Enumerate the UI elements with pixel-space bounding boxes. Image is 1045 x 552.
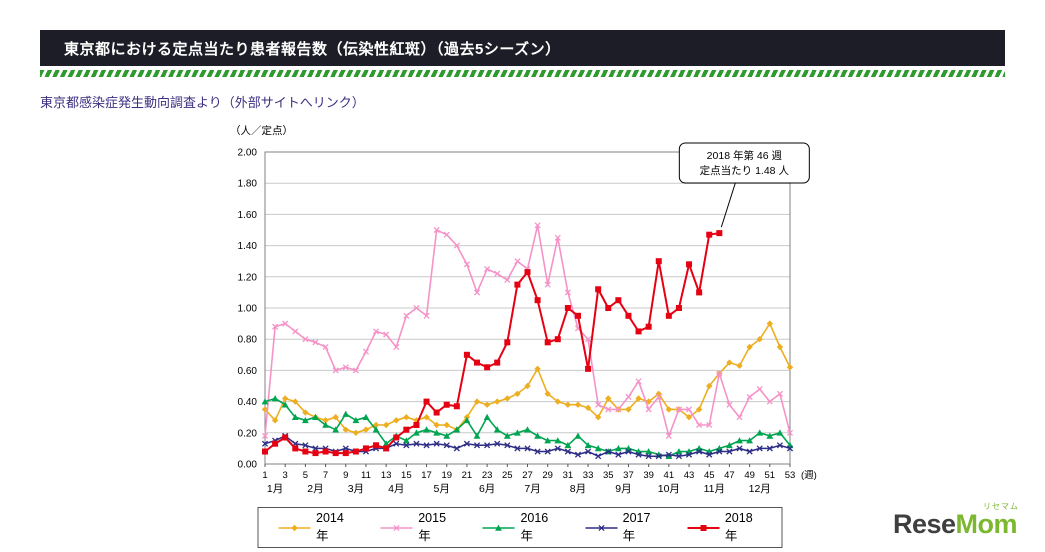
svg-text:25: 25 (502, 470, 513, 481)
svg-text:21: 21 (462, 470, 473, 481)
svg-text:6月: 6月 (479, 483, 495, 495)
legend-item-2018: 2018年 (685, 511, 763, 544)
logo-text-dark: Rese (892, 509, 956, 539)
svg-text:4月: 4月 (388, 483, 404, 495)
svg-text:1月: 1月 (267, 483, 283, 495)
svg-text:1.80: 1.80 (238, 179, 258, 190)
svg-text:49: 49 (744, 470, 755, 481)
svg-text:43: 43 (684, 470, 695, 481)
legend-label: 2018年 (724, 511, 753, 543)
svg-text:2.00: 2.00 (238, 148, 258, 159)
svg-text:0.00: 0.00 (238, 460, 258, 471)
svg-text:5: 5 (303, 470, 308, 481)
logo-katakana: リセマム (983, 502, 1019, 511)
svg-text:2018 年第 46 週: 2018 年第 46 週 (707, 149, 783, 162)
legend-item-2015: 2015年 (379, 511, 457, 544)
svg-text:5月: 5月 (434, 483, 450, 495)
svg-text:31: 31 (563, 470, 574, 481)
svg-text:53: 53 (785, 470, 796, 481)
svg-text:41: 41 (664, 470, 675, 481)
page-title: 東京都における定点当たり患者報告数（伝染性紅斑）（過去5シーズン） (64, 40, 561, 58)
svg-text:51: 51 (765, 470, 776, 481)
svg-text:23: 23 (482, 470, 493, 481)
legend-swatch-2014-icon (278, 524, 311, 531)
svg-text:9: 9 (343, 470, 348, 481)
svg-text:45: 45 (704, 470, 715, 481)
svg-text:37: 37 (623, 470, 634, 481)
svg-text:0.40: 0.40 (238, 397, 258, 408)
svg-text:3: 3 (283, 470, 288, 481)
svg-text:29: 29 (542, 470, 553, 481)
chart-legend: 2014年 2015年 2016年 2017年 2018年 (257, 507, 783, 548)
svg-text:1: 1 (262, 470, 267, 481)
svg-text:（人／定点）: （人／定点） (230, 124, 293, 137)
source-link[interactable]: 東京都感染症発生動向調査より（外部サイトへリンク） (40, 95, 365, 110)
svg-text:1.40: 1.40 (238, 241, 258, 252)
svg-text:17: 17 (421, 470, 432, 481)
legend-swatch-2016-icon (482, 524, 515, 531)
legend-label: 2017年 (622, 511, 651, 543)
page-header: 東京都における定点当たり患者報告数（伝染性紅斑）（過去5シーズン） (40, 30, 1005, 66)
svg-text:13: 13 (381, 470, 392, 481)
legend-item-2014: 2014年 (277, 511, 355, 544)
legend-swatch-2018-icon (687, 524, 720, 531)
svg-text:3月: 3月 (348, 483, 364, 495)
svg-text:12月: 12月 (749, 483, 771, 495)
svg-text:35: 35 (603, 470, 614, 481)
svg-text:9月: 9月 (615, 483, 631, 495)
svg-text:11: 11 (361, 470, 371, 481)
legend-item-2016: 2016年 (481, 511, 559, 544)
svg-text:8月: 8月 (570, 483, 586, 495)
svg-text:定点当たり 1.48 人: 定点当たり 1.48 人 (700, 164, 790, 177)
svg-text:27: 27 (522, 470, 533, 481)
legend-label: 2016年 (520, 511, 549, 543)
svg-text:0.20: 0.20 (238, 428, 258, 439)
svg-text:1.60: 1.60 (238, 210, 258, 221)
legend-label: 2015年 (418, 511, 447, 543)
svg-text:(週): (週) (801, 469, 817, 481)
legend-swatch-2017-icon (585, 524, 618, 531)
svg-text:1.20: 1.20 (238, 272, 258, 283)
chart: 0.00 0.20 0.40 0.60 0.80 1.00 1.20 1.40 1.60 1.80… (210, 118, 870, 518)
svg-text:1.00: 1.00 (238, 304, 258, 315)
logo-text-green: Mom (955, 509, 1018, 539)
legend-swatch-2015-icon (380, 524, 413, 531)
svg-text:0.80: 0.80 (238, 335, 258, 346)
svg-text:11月: 11月 (704, 483, 725, 495)
svg-text:2月: 2月 (307, 483, 323, 495)
svg-text:7: 7 (323, 470, 328, 481)
green-hatched-divider (40, 70, 1005, 77)
svg-text:0.60: 0.60 (238, 366, 258, 377)
svg-text:47: 47 (724, 470, 735, 481)
svg-text:19: 19 (441, 470, 452, 481)
svg-text:7月: 7月 (524, 483, 540, 495)
legend-label: 2014年 (316, 511, 344, 543)
legend-item-2017: 2017年 (583, 511, 661, 544)
chart-canvas: 0.00 0.20 0.40 0.60 0.80 1.00 1.20 1.40 1.60 1.80… (230, 124, 817, 495)
svg-text:39: 39 (643, 470, 654, 481)
svg-text:10月: 10月 (658, 483, 680, 495)
resemom-logo[interactable]: ReseMom リセマム (892, 503, 1018, 539)
svg-text:15: 15 (401, 470, 412, 481)
svg-text:33: 33 (583, 470, 594, 481)
